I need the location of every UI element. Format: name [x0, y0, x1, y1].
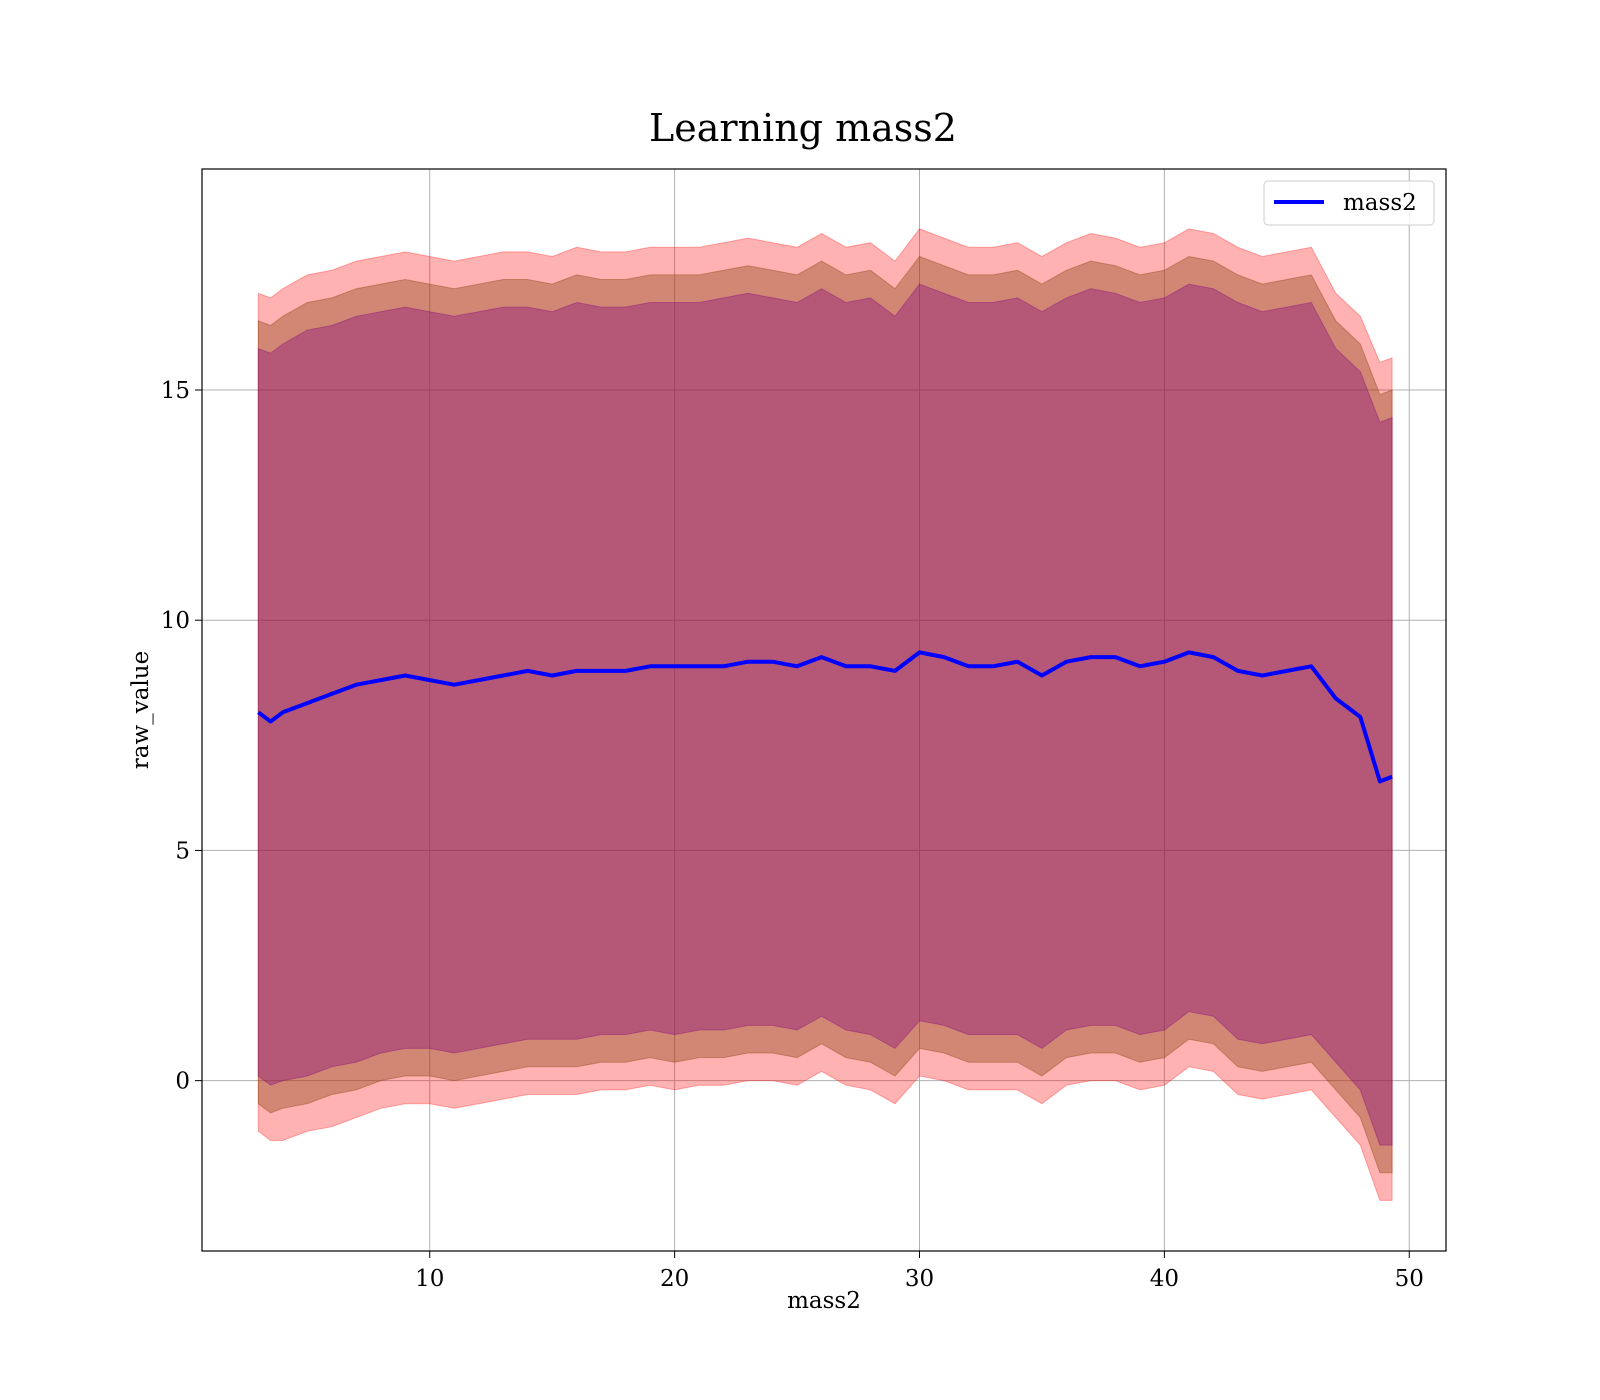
x-axis-ticks: 10 20 30 40 50	[415, 1251, 1424, 1292]
y-axis-label: raw_value	[128, 651, 154, 769]
chart-title: Learning mass2	[649, 106, 957, 150]
plot-frame	[201, 168, 1447, 1252]
x-tick-label: 40	[1150, 1266, 1179, 1292]
band-area-3	[257, 283, 1393, 1146]
grid-lines	[202, 169, 1446, 1251]
legend-label: mass2	[1343, 190, 1417, 216]
x-tick-label: 20	[660, 1266, 689, 1292]
y-tick-label: 15	[161, 378, 190, 404]
confidence-bands	[257, 228, 1393, 1201]
y-tick-label: 0	[175, 1069, 190, 1095]
x-axis-label: mass2	[787, 1288, 861, 1314]
y-tick-label: 10	[161, 608, 190, 634]
x-tick-label: 50	[1395, 1266, 1424, 1292]
x-tick-label: 10	[415, 1266, 444, 1292]
band-area-1	[257, 228, 1393, 1201]
legend: mass2	[1263, 180, 1435, 226]
x-tick-label: 30	[905, 1266, 934, 1292]
series-line-mass2	[257, 650, 1393, 784]
y-tick-label: 5	[175, 838, 190, 864]
series-lines	[257, 650, 1393, 784]
y-axis-ticks: 0 5 10 15	[161, 378, 202, 1095]
legend-box	[1263, 180, 1435, 226]
band-area-2	[257, 255, 1393, 1174]
